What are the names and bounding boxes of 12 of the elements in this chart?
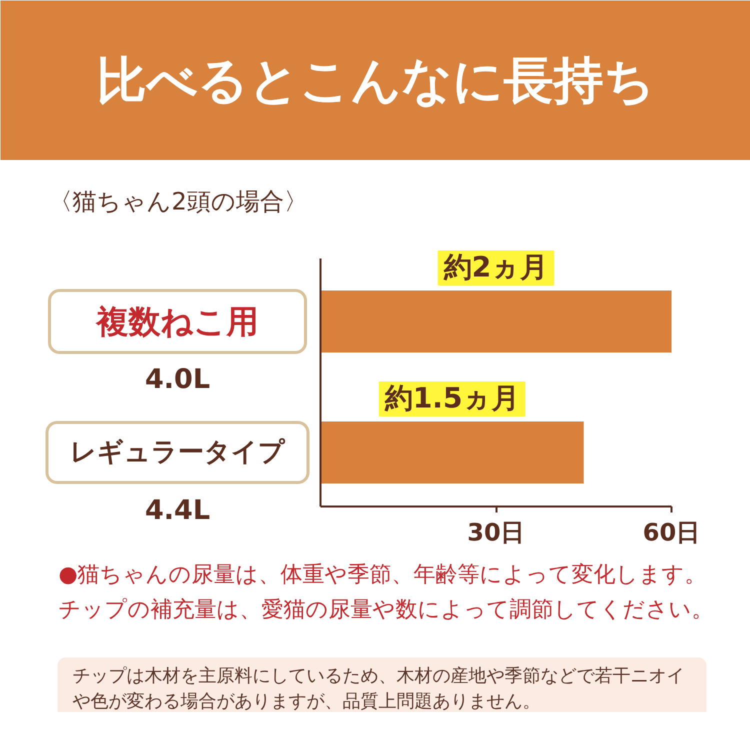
y-tick-label: 複数ねこ用 xyxy=(94,302,258,340)
text: 4.4L xyxy=(144,495,210,526)
text: 4.0L xyxy=(144,364,210,395)
x-tick-label: 60日 xyxy=(642,518,700,546)
data-label: 約1.5ヵ月 xyxy=(384,382,520,414)
text: チップは木材を主原料にしているため、木材の産地や季節などで若干ニオイや色が変わる場合がありますが、品質上問題ありません。 xyxy=(72,666,684,712)
chart-title: 比べるとこんなに長持ち xyxy=(96,52,654,110)
y-tick-label: レギュラータイプ xyxy=(70,438,286,468)
text: ●猫ちゃんの尿量は、体重や季節、年齢等によって変化します。チップの補充量は、愛猫の尿量や数によって調節してください。 xyxy=(58,562,714,622)
x-tick-label: 30日 xyxy=(467,518,525,546)
data-label: 約2ヵ月 xyxy=(442,250,548,284)
chart-subtitle: 〈猫ちゃん2頭の場合〉 xyxy=(48,188,308,216)
